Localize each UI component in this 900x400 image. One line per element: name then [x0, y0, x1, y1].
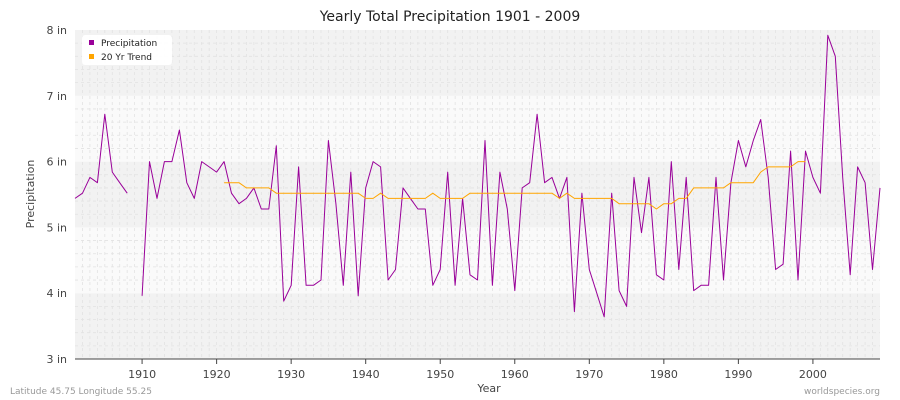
y-tick-label: 4 in: [46, 287, 67, 300]
x-axis-label: Year: [476, 382, 501, 395]
x-tick-label: 2000: [799, 368, 827, 381]
x-tick-label: 1910: [128, 368, 156, 381]
x-tick-label: 1930: [277, 368, 305, 381]
legend-label-trend: 20 Yr Trend: [101, 53, 152, 63]
legend-label-precipitation: Precipitation: [101, 39, 157, 49]
y-tick-label: 7 in: [46, 90, 67, 103]
x-tick-label: 1970: [575, 368, 603, 381]
y-tick-label: 8 in: [46, 24, 67, 37]
legend-swatch-trend: [89, 54, 94, 59]
precipitation-line: [74, 34, 881, 318]
x-tick-label: 1960: [501, 368, 529, 381]
legend-swatch-precipitation: [89, 40, 94, 45]
legend: Precipitation 20 Yr Trend: [82, 35, 172, 65]
series-lines: [74, 34, 881, 318]
chart-title: Yearly Total Precipitation 1901 - 2009: [319, 9, 581, 25]
y-axis-label: Precipitation: [24, 160, 37, 229]
footer-source: worldspecies.org: [804, 387, 880, 397]
trend-line: [224, 161, 806, 210]
y-tick-label: 3 in: [46, 353, 67, 366]
x-tick-label: 1950: [426, 368, 454, 381]
y-tick-label: 6 in: [46, 156, 67, 169]
x-axis-ticks: 1910 1920 1930 1940 1950 1960 1970 1980 1990 2000: [128, 359, 827, 381]
footer-location: Latitude 45.75 Longitude 55.25: [10, 387, 152, 397]
x-tick-label: 1990: [724, 368, 752, 381]
y-axis-ticks: 3 in 4 in 5 in 6 in 7 in 8 in: [46, 24, 67, 366]
y-tick-label: 5 in: [46, 221, 67, 234]
x-tick-label: 1920: [203, 368, 231, 381]
legend-box: [82, 35, 172, 65]
x-tick-label: 1980: [650, 368, 678, 381]
x-tick-label: 1940: [352, 368, 380, 381]
